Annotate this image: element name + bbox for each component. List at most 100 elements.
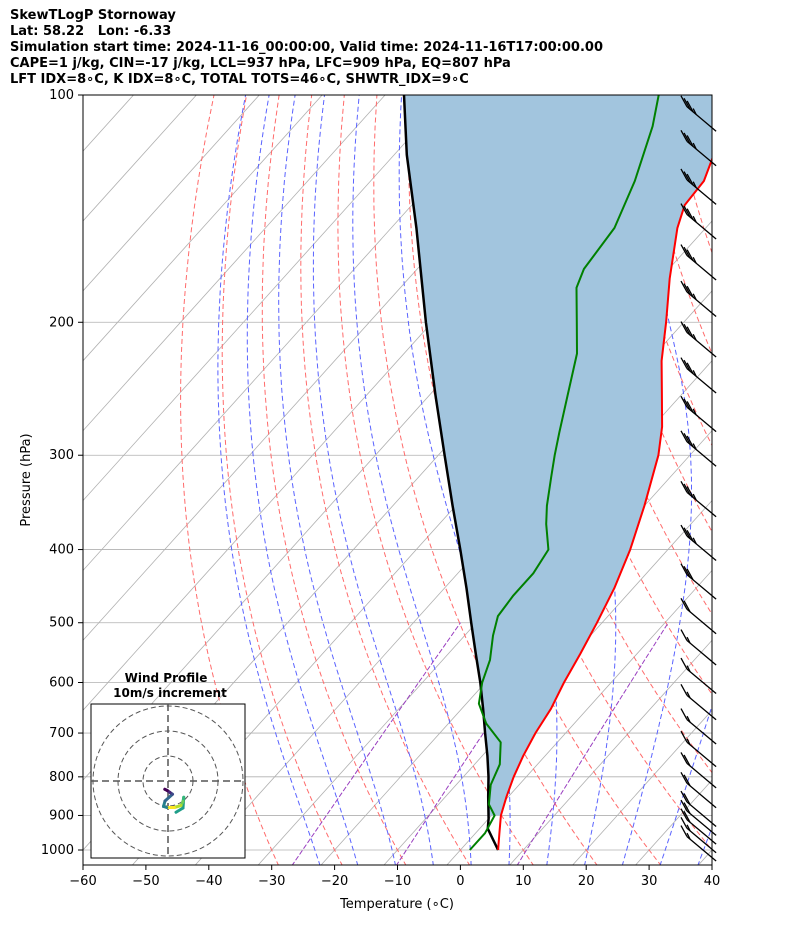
isotherm-line bbox=[83, 95, 386, 432]
wind-barb-feather bbox=[683, 802, 691, 814]
wind-barb-feather bbox=[683, 793, 691, 805]
x-tick-label: −10 bbox=[384, 874, 411, 889]
wind-barb-feather bbox=[680, 771, 688, 784]
moist-adiabat-line bbox=[246, 95, 359, 865]
wind-barb bbox=[680, 430, 717, 467]
wind-barb-half-feather bbox=[692, 443, 697, 450]
wind-barb-staff bbox=[686, 827, 717, 854]
dry-adiabat-line bbox=[221, 95, 343, 865]
y-tick-label: 100 bbox=[49, 88, 74, 103]
wind-barb-feather bbox=[680, 95, 688, 108]
wind-barb bbox=[680, 321, 717, 358]
isotherm-line bbox=[83, 95, 449, 502]
hodograph-segment bbox=[163, 792, 174, 803]
wind-barb-staff bbox=[686, 782, 717, 809]
wind-barb-feather bbox=[680, 280, 688, 293]
wind-barb-feather bbox=[680, 524, 688, 537]
x-axis-label: Temperature (∘C) bbox=[339, 897, 454, 912]
wind-barb-feather bbox=[683, 566, 691, 578]
hodograph-plot bbox=[91, 704, 245, 858]
y-tick-label: 800 bbox=[49, 770, 74, 785]
chart-title: SkewTLogP Stornoway bbox=[10, 8, 176, 23]
wind-barb-feather bbox=[683, 811, 691, 823]
wind-barb-half-feather bbox=[692, 493, 697, 501]
y-tick-label: 700 bbox=[49, 726, 74, 741]
moist-adiabat-line bbox=[621, 95, 692, 865]
wind-barb-staff bbox=[686, 608, 717, 635]
y-tick-label: 400 bbox=[49, 543, 74, 558]
wind-barb bbox=[680, 752, 717, 789]
wind-barb-staff bbox=[686, 741, 717, 768]
wind-barb bbox=[680, 563, 717, 600]
wind-barb-feather bbox=[686, 401, 694, 413]
parcel-profile-line bbox=[402, 95, 500, 851]
y-axis-label: Pressure (hPa) bbox=[19, 433, 34, 526]
wind-barb bbox=[680, 816, 717, 854]
wind-barb-feather bbox=[683, 246, 691, 259]
wind-barb bbox=[680, 825, 717, 862]
wind-barb-feather bbox=[683, 398, 691, 411]
hodograph-subtitle: 10m/s increment bbox=[113, 686, 227, 700]
wind-barb bbox=[680, 95, 717, 132]
x-tick-label: 40 bbox=[704, 874, 721, 889]
wind-barb-feather bbox=[680, 790, 688, 803]
wind-barb bbox=[680, 808, 717, 845]
wind-barb-feather bbox=[680, 708, 688, 720]
wind-barb-feather bbox=[680, 730, 688, 743]
wind-barb-feather bbox=[683, 98, 691, 110]
wind-barb-feather bbox=[680, 481, 688, 493]
wind-barb-feather bbox=[686, 435, 694, 448]
moist-adiabat-line bbox=[278, 95, 396, 865]
wind-barb-feather bbox=[680, 430, 688, 443]
wind-barb-feather bbox=[683, 205, 691, 218]
isotherm-line bbox=[509, 639, 712, 865]
wind-barb-feather bbox=[680, 629, 688, 641]
indices-line-2: LFT IDX=8∘C, K IDX=8∘C, TOTAL TOTS=46∘C,… bbox=[10, 72, 469, 87]
isotherm-line bbox=[446, 569, 712, 865]
dry-adiabat-line bbox=[735, 95, 794, 866]
wind-barb-feather bbox=[680, 684, 688, 696]
wind-barb bbox=[680, 790, 717, 827]
wind-barb-staff bbox=[686, 762, 717, 789]
wind-barb-half-feather bbox=[692, 370, 697, 377]
mixing-ratio-line bbox=[291, 622, 461, 865]
wind-barb bbox=[680, 708, 717, 745]
hodograph-title: Wind Profile bbox=[125, 671, 208, 685]
wind-barb-staff bbox=[686, 801, 717, 827]
wind-barb-feather bbox=[680, 563, 688, 576]
x-tick-label: 30 bbox=[641, 874, 658, 889]
y-tick-label: 200 bbox=[49, 315, 74, 330]
wind-barb-feather bbox=[683, 600, 691, 613]
wind-barb-half-feather bbox=[692, 333, 697, 341]
wind-barb-half-feather bbox=[686, 738, 691, 746]
wind-barb-feather bbox=[686, 362, 694, 375]
chart-header: SkewTLogP Stornoway Lat: 58.22 Lon: -6.3… bbox=[10, 8, 603, 88]
indices-line-1: CAPE=1 j/kg, CIN=-17 j/kg, LCL=937 hPa, … bbox=[10, 56, 511, 71]
wind-barb-feather bbox=[686, 529, 694, 542]
wind-barb-half-feather bbox=[692, 215, 697, 223]
dry-adiabat-line bbox=[180, 95, 279, 865]
wind-profile-hodograph: Wind Profile 10m/s increment bbox=[90, 671, 246, 859]
wind-barb-feather bbox=[683, 754, 691, 767]
moist-adiabat-line bbox=[217, 95, 321, 865]
y-tick-label: 900 bbox=[49, 808, 74, 823]
wind-barb-feather bbox=[680, 130, 688, 142]
wind-barb bbox=[680, 244, 717, 281]
wind-barb-half-feather bbox=[692, 108, 697, 115]
isotherm-line bbox=[83, 95, 323, 362]
moist-adiabat-line bbox=[352, 95, 472, 865]
wind-barb-half-feather bbox=[686, 665, 691, 672]
dry-adiabat-line bbox=[702, 95, 712, 137]
wind-barb-feather bbox=[686, 208, 694, 220]
wind-barb bbox=[680, 168, 717, 205]
isotherm-line bbox=[83, 95, 512, 572]
wind-barb-feather bbox=[680, 597, 688, 610]
wind-barb bbox=[680, 730, 717, 768]
isotherm-line bbox=[83, 95, 260, 292]
wind-barb-feather bbox=[680, 657, 688, 670]
wind-barb-half-feather bbox=[692, 142, 697, 150]
wind-barb-feather bbox=[680, 825, 688, 837]
wind-barb-half-feather bbox=[692, 181, 697, 188]
wind-barb-feather bbox=[680, 808, 688, 821]
